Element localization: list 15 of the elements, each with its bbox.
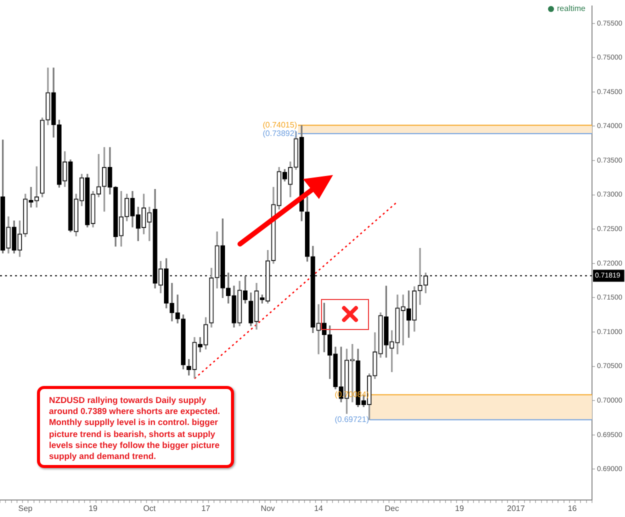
annotation: realtime — [557, 4, 586, 13]
annotation: NZDUSD rallying towards Daily supply around 0.7389 where shorts are expected. Monthly supplly level is in control. bigger picture trend is bearish, shorts at supply levels since they follow the bigger picture supply and demand trend. — [37, 386, 234, 468]
x-tick-label: Oct — [143, 504, 156, 514]
x-tick-label: 19 — [455, 504, 464, 514]
x-tick-label: Nov — [260, 504, 275, 514]
ref-line-label: (0.74015) — [262, 120, 298, 130]
x-tick-label: 17 — [201, 504, 211, 514]
x-tick-label: 19 — [88, 504, 98, 514]
x-tick-label: Dec — [384, 504, 399, 514]
x-tick-label: 14 — [314, 504, 324, 514]
candlestick — [316, 304, 321, 354]
x-tick-label: 2017 — [506, 504, 526, 514]
x-tick-label: 16 — [568, 504, 578, 514]
ref-line-label: (0.69721) — [334, 414, 370, 424]
x-tick-label: Sep — [18, 504, 34, 514]
